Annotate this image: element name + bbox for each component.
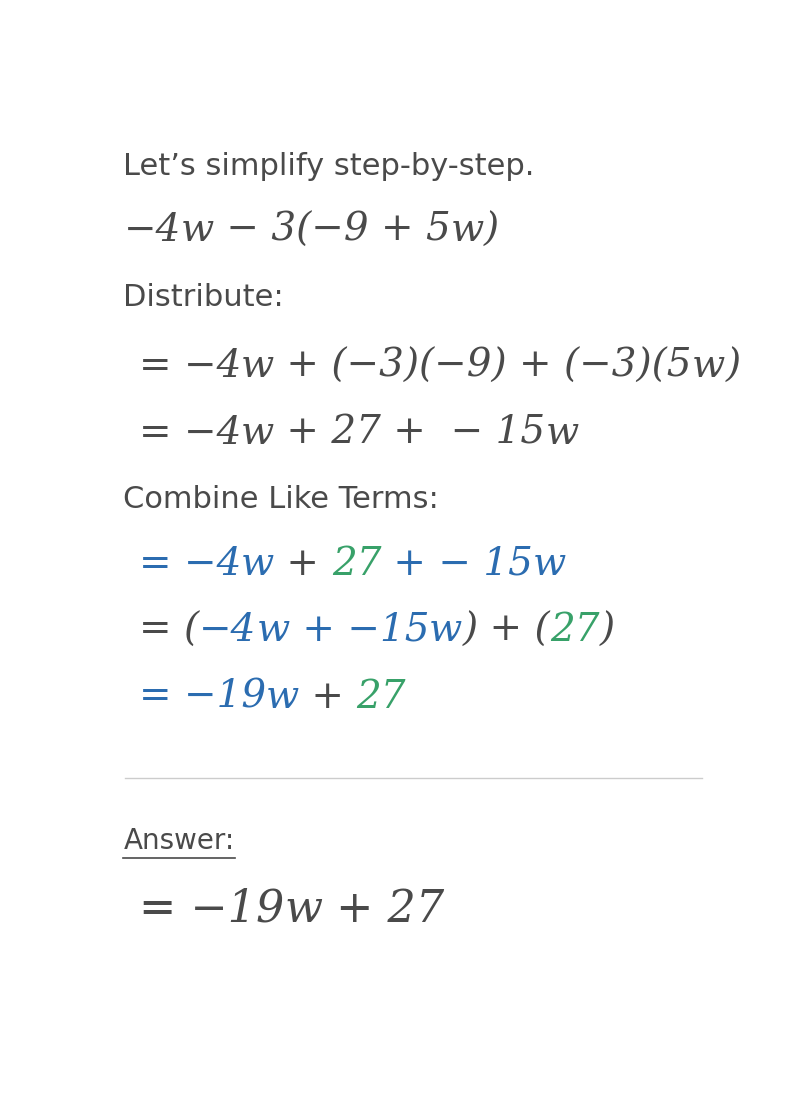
Text: = −19: = −19 xyxy=(139,888,284,931)
Text: = −4: = −4 xyxy=(139,546,241,583)
Text: Combine Like Terms:: Combine Like Terms: xyxy=(123,486,439,514)
Text: 27: 27 xyxy=(550,612,599,649)
Text: w: w xyxy=(451,212,484,249)
Text: ): ) xyxy=(725,347,740,385)
Text: + 27: + 27 xyxy=(322,888,445,931)
Text: w: w xyxy=(241,347,275,385)
Text: +: + xyxy=(275,546,332,583)
Text: ) + (: ) + ( xyxy=(462,612,550,649)
Text: Answer:: Answer: xyxy=(123,827,235,856)
Text: w: w xyxy=(692,347,725,385)
Text: = (: = ( xyxy=(139,612,199,649)
Text: 27: 27 xyxy=(356,678,406,716)
Text: w: w xyxy=(545,415,579,452)
Text: w: w xyxy=(241,546,275,583)
Text: w: w xyxy=(533,546,566,583)
Text: −4: −4 xyxy=(199,612,256,649)
Text: Distribute:: Distribute: xyxy=(123,283,284,311)
Text: + − 15: + − 15 xyxy=(381,546,533,583)
Text: ): ) xyxy=(484,212,499,249)
Text: w: w xyxy=(429,612,462,649)
Text: = −4: = −4 xyxy=(139,415,241,452)
Text: w: w xyxy=(241,415,275,452)
Text: Let’s simplify step-by-step.: Let’s simplify step-by-step. xyxy=(123,151,535,181)
Text: w: w xyxy=(284,888,322,931)
Text: − 3(−9 + 5: − 3(−9 + 5 xyxy=(214,212,451,249)
Text: = −19: = −19 xyxy=(139,678,266,716)
Text: ): ) xyxy=(599,612,614,649)
Text: + 27 +  − 15: + 27 + − 15 xyxy=(275,415,545,452)
Text: −4: −4 xyxy=(123,212,181,249)
Text: +: + xyxy=(300,678,356,716)
Text: w: w xyxy=(181,212,214,249)
Text: + (−3)(−9) + (−3)(5: + (−3)(−9) + (−3)(5 xyxy=(275,347,692,385)
Text: 27: 27 xyxy=(332,546,381,583)
Text: w: w xyxy=(256,612,290,649)
Text: = −4: = −4 xyxy=(139,347,241,385)
Text: + −15: + −15 xyxy=(290,612,429,649)
Text: w: w xyxy=(266,678,300,716)
